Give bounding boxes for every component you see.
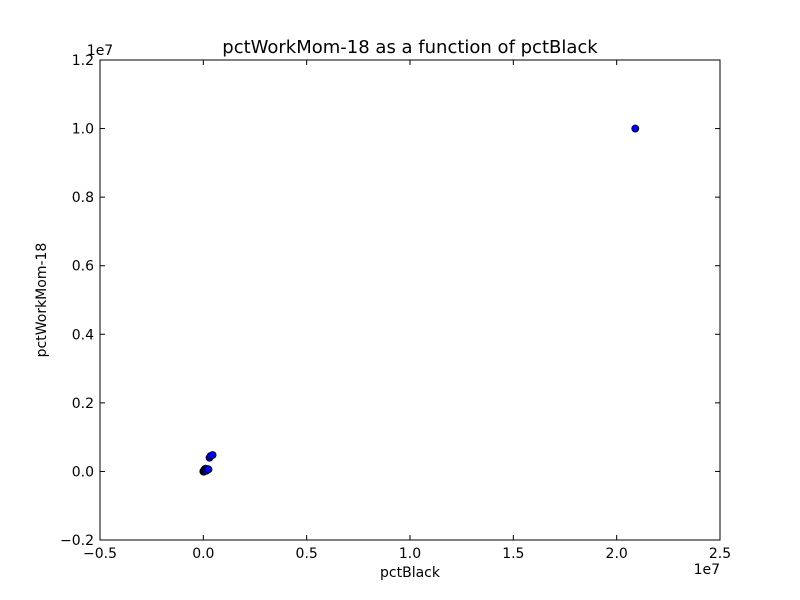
x-tick-label: −0.5 xyxy=(83,546,117,562)
y-axis: −0.2 0.0 0.2 0.4 0.6 0.8 1.0 1.2 xyxy=(60,53,720,549)
data-point xyxy=(208,451,217,459)
x-axis: −0.5 0.0 0.5 1.0 1.5 2.0 2.5 xyxy=(83,60,731,562)
x-offset-label: 1e7 xyxy=(694,562,720,578)
x-tick-label: 0.0 xyxy=(192,546,214,562)
x-tick-label: 2.0 xyxy=(606,546,628,562)
x-tick-label: 0.5 xyxy=(296,546,318,562)
y-tick-label: 0.4 xyxy=(72,327,94,343)
y-offset-label: 1e7 xyxy=(87,43,113,59)
x-tick-label: 1.5 xyxy=(502,546,524,562)
y-axis-label: pctWorkMom-18 xyxy=(34,243,50,358)
x-axis-label: pctBlack xyxy=(380,565,441,581)
y-tick-label: 0.0 xyxy=(72,464,94,480)
chart-title: pctWorkMom-18 as a function of pctBlack xyxy=(222,37,598,58)
points-layer xyxy=(199,124,640,476)
y-tick-label: 0.6 xyxy=(72,259,94,275)
y-tick-label: 1.0 xyxy=(72,122,94,138)
y-tick-label: 0.2 xyxy=(72,396,94,412)
x-tick-label: 1.0 xyxy=(399,546,421,562)
y-tick-label: 1.2 xyxy=(72,53,94,69)
y-tick-label: −0.2 xyxy=(60,533,94,549)
data-point xyxy=(631,124,640,133)
data-point xyxy=(204,465,213,474)
y-tick-label: 0.8 xyxy=(72,190,94,206)
x-tick-label: 2.5 xyxy=(709,546,731,562)
